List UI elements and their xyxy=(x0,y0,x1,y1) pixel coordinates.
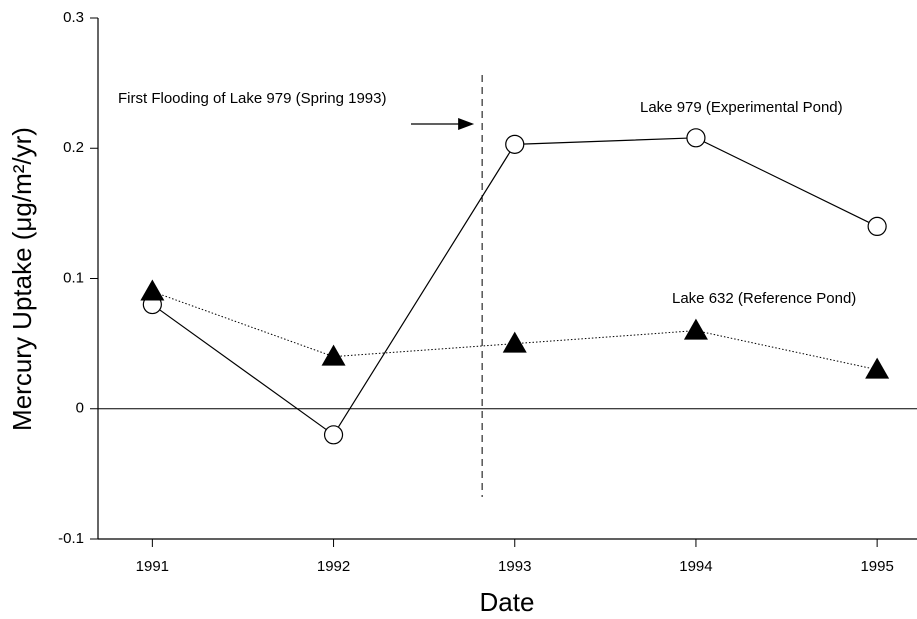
y-tick-label: 0 xyxy=(76,400,84,417)
point xyxy=(686,128,706,148)
y-tick-label: -0.1 xyxy=(58,530,84,547)
x-tick-label: 1994 xyxy=(679,558,712,575)
point xyxy=(140,279,165,301)
point xyxy=(502,331,527,353)
y-tick-label: 0.1 xyxy=(63,269,84,286)
y-tick-label: 0.2 xyxy=(63,139,84,156)
x-tick-label: 1995 xyxy=(860,558,893,575)
series-label: Lake 632 (Reference Pond) xyxy=(672,290,856,307)
y-tick-label: 0.3 xyxy=(63,9,84,26)
point xyxy=(505,134,525,154)
point xyxy=(323,425,344,445)
point xyxy=(683,318,708,340)
series-line xyxy=(152,137,878,436)
y-axis-label: Mercury Uptake (μg/m²/yr) xyxy=(7,127,37,431)
x-tick-label: 1992 xyxy=(317,558,350,575)
x-tick-label: 1993 xyxy=(498,558,531,575)
x-tick-label: 1991 xyxy=(136,558,169,575)
series-label: Lake 979 (Experimental Pond) xyxy=(640,99,843,116)
point xyxy=(321,344,346,366)
arrow-head xyxy=(458,118,475,130)
annotation: First Flooding of Lake 979 (Spring 1993) xyxy=(118,90,386,107)
point xyxy=(867,216,887,236)
x-axis-label: Date xyxy=(480,587,535,617)
point xyxy=(865,357,890,379)
